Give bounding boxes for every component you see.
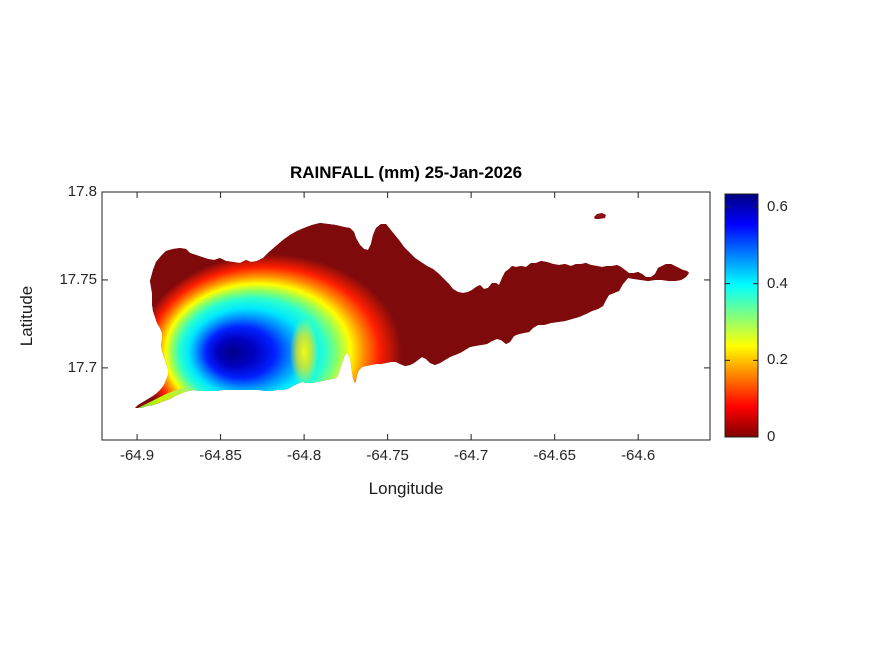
- x-tick-label: -64.6: [621, 447, 656, 464]
- x-axis-label: Longitude: [368, 479, 444, 498]
- x-tick-label: -64.9: [119, 447, 155, 464]
- colorbar: [725, 194, 758, 437]
- rainfall-field-group: [135, 223, 689, 408]
- chart-title: RAINFALL (mm) 25-Jan-2026: [289, 163, 523, 182]
- colorbar-tick-label: 0.6: [767, 198, 788, 216]
- colorbar-tick-label: 0.4: [767, 274, 788, 292]
- y-tick-label: 17.8: [67, 183, 97, 200]
- x-tick-label: -64.65: [533, 447, 576, 464]
- y-tick-label: 17.75: [59, 270, 97, 288]
- y-tick-label: 17.7: [67, 358, 97, 376]
- colorbar-border: [724, 193, 759, 438]
- yellow-tongue-overlay: [289, 318, 319, 386]
- rainfall-field: [135, 223, 689, 408]
- colorbar-tick-label: 0.2: [767, 351, 788, 369]
- southwest-tail-overlay: [135, 384, 198, 408]
- plot-border: [101, 191, 711, 441]
- x-tick-label: -64.7: [454, 447, 489, 464]
- colorbar-tick-label: 0: [767, 428, 776, 445]
- x-tick-label: -64.85: [199, 447, 242, 464]
- offshore-islet: [594, 213, 606, 219]
- x-tick-label: -64.75: [366, 447, 409, 464]
- x-tick-label: -64.8: [287, 447, 322, 464]
- y-axis-label: Latitude: [17, 285, 36, 347]
